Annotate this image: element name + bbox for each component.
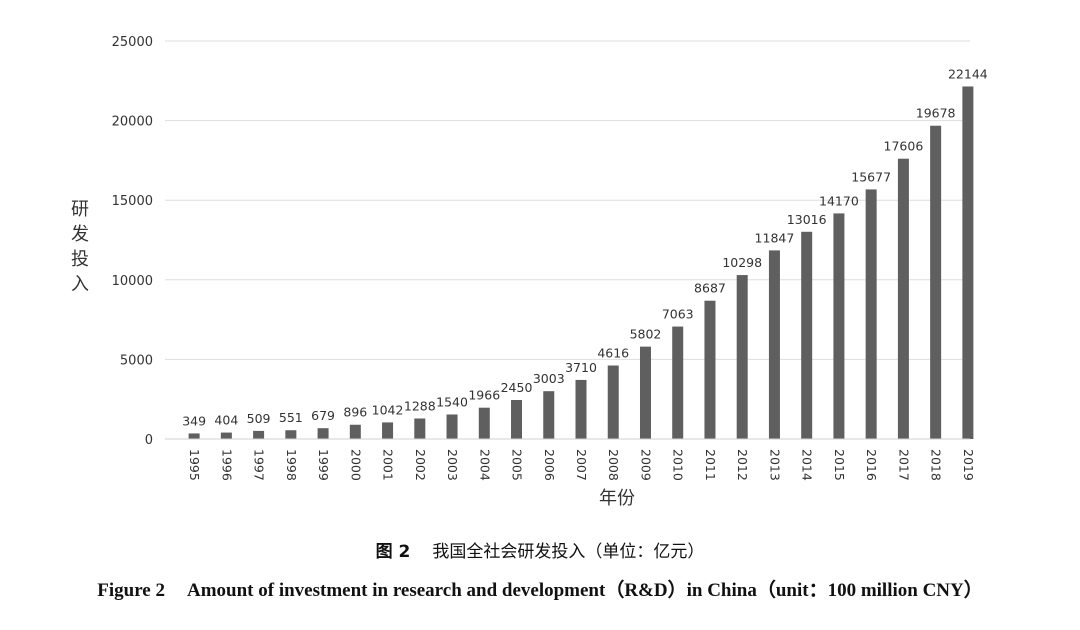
x-tick-label: 2015 bbox=[832, 449, 847, 481]
y-axis-label: 研发投入 bbox=[71, 199, 89, 295]
bars bbox=[188, 86, 974, 440]
bar bbox=[543, 391, 555, 439]
x-tick-label: 1997 bbox=[252, 449, 267, 481]
bar bbox=[833, 213, 845, 439]
x-tick-label: 2004 bbox=[477, 449, 492, 481]
y-axis-ticks: 0 5000 10000 15000 20000 25000 bbox=[112, 35, 153, 448]
data-label: 5802 bbox=[630, 327, 662, 342]
data-labels: 349 404 509 551 679 896 1042 1288 1540 1966245030… bbox=[182, 66, 988, 428]
x-tick-label: 2013 bbox=[767, 449, 782, 481]
bar bbox=[511, 399, 523, 439]
bar bbox=[220, 432, 232, 439]
bar bbox=[639, 346, 651, 439]
caption-en-text: Amount of investment in research and dev… bbox=[186, 580, 983, 601]
bar bbox=[285, 430, 297, 439]
x-tick-label: 2001 bbox=[381, 449, 396, 481]
data-label: 3003 bbox=[533, 371, 565, 386]
data-label: 13016 bbox=[787, 212, 827, 227]
y-tick-label: 5000 bbox=[120, 353, 153, 368]
x-tick-label: 2017 bbox=[896, 449, 911, 481]
x-tick-label: 2014 bbox=[800, 449, 815, 481]
x-tick-label: 2016 bbox=[864, 449, 879, 481]
x-tick-label: 2008 bbox=[606, 449, 621, 481]
bar bbox=[865, 189, 877, 439]
bar bbox=[704, 300, 716, 439]
caption-en-figure-number: Figure 2 bbox=[97, 580, 165, 601]
data-label: 1042 bbox=[372, 402, 404, 417]
data-label: 19678 bbox=[916, 106, 956, 121]
y-axis-label-char: 发 bbox=[71, 224, 89, 245]
data-label: 1540 bbox=[436, 394, 468, 409]
x-axis-ticks: 1995 1996 1997 1998 1999 2000 2001 2002 2003 2004… bbox=[187, 449, 976, 481]
bar bbox=[736, 275, 748, 439]
data-label: 1288 bbox=[404, 398, 436, 413]
caption-zh-text: 我国全社会研发投入（单位：亿元） bbox=[432, 542, 705, 562]
bar bbox=[897, 158, 909, 440]
x-tick-label: 1995 bbox=[187, 449, 202, 481]
bar-chart: 0 5000 10000 15000 20000 25000 349 404 509 551 67… bbox=[71, 35, 988, 509]
data-label: 22144 bbox=[948, 66, 988, 81]
x-tick-label: 1996 bbox=[219, 449, 234, 481]
x-tick-label: 2005 bbox=[510, 449, 525, 481]
x-tick-label: 2009 bbox=[638, 449, 653, 481]
data-label: 3710 bbox=[565, 360, 597, 375]
bar bbox=[414, 418, 426, 439]
data-label: 896 bbox=[343, 405, 367, 420]
x-tick-label: 2018 bbox=[929, 449, 944, 481]
bar bbox=[317, 428, 329, 439]
bar bbox=[575, 379, 587, 439]
bar bbox=[962, 86, 974, 439]
bar bbox=[930, 125, 942, 439]
data-label: 509 bbox=[247, 411, 271, 426]
bar bbox=[446, 414, 458, 439]
data-label: 1966 bbox=[468, 388, 500, 403]
y-axis-label-char: 投 bbox=[71, 249, 89, 270]
x-tick-label: 2007 bbox=[574, 449, 589, 481]
x-tick-label: 2012 bbox=[735, 449, 750, 481]
y-tick-label: 20000 bbox=[112, 115, 153, 130]
data-label: 551 bbox=[279, 410, 303, 425]
bar bbox=[607, 365, 619, 439]
caption-chinese: 图 2 我国全社会研发投入（单位：亿元） bbox=[0, 537, 1080, 562]
x-tick-label: 2019 bbox=[961, 449, 976, 481]
bar bbox=[478, 407, 490, 439]
bar bbox=[768, 250, 780, 439]
data-label: 4616 bbox=[597, 346, 629, 361]
caption-english: Figure 2 Amount of investment in research… bbox=[0, 575, 1080, 602]
x-axis-label: 年份 bbox=[599, 488, 635, 509]
data-label: 15677 bbox=[851, 169, 891, 184]
bar bbox=[672, 326, 684, 439]
y-axis-label-char: 研 bbox=[71, 199, 89, 220]
data-label: 7063 bbox=[662, 307, 694, 322]
data-label: 11847 bbox=[755, 230, 795, 245]
y-tick-label: 15000 bbox=[112, 194, 153, 209]
x-tick-label: 2000 bbox=[348, 449, 363, 481]
y-tick-label: 10000 bbox=[112, 274, 153, 289]
bar bbox=[801, 231, 813, 439]
bar bbox=[349, 424, 361, 439]
x-tick-label: 2010 bbox=[671, 449, 686, 481]
data-label: 679 bbox=[311, 408, 335, 423]
data-label: 17606 bbox=[884, 139, 924, 154]
data-label: 14170 bbox=[819, 193, 859, 208]
y-axis-label-char: 入 bbox=[71, 274, 89, 295]
data-label: 10298 bbox=[722, 255, 762, 270]
data-label: 349 bbox=[182, 413, 206, 428]
x-tick-label: 1998 bbox=[284, 449, 299, 481]
x-tick-label: 2006 bbox=[542, 449, 557, 481]
bar bbox=[382, 422, 394, 439]
caption-zh-figure-number: 图 2 bbox=[375, 542, 411, 562]
x-tick-label: 2002 bbox=[413, 449, 428, 481]
data-label: 2450 bbox=[501, 380, 533, 395]
y-tick-label: 0 bbox=[145, 433, 153, 448]
y-tick-label: 25000 bbox=[112, 35, 153, 50]
bar bbox=[253, 430, 265, 439]
data-label: 8687 bbox=[694, 281, 726, 296]
x-tick-label: 1999 bbox=[316, 449, 331, 481]
x-tick-label: 2003 bbox=[445, 449, 460, 481]
bar bbox=[188, 433, 200, 439]
x-tick-label: 2011 bbox=[703, 449, 718, 481]
data-label: 404 bbox=[214, 413, 238, 428]
